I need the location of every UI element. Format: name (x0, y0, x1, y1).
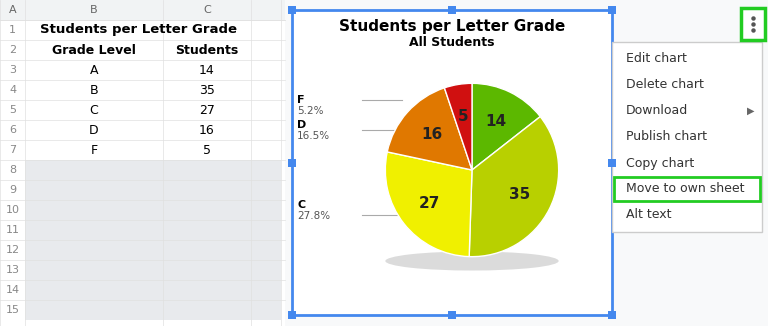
Text: 27: 27 (419, 196, 440, 211)
Text: 5: 5 (458, 110, 468, 125)
Bar (288, 158, 296, 167)
Text: Alt text: Alt text (626, 209, 671, 221)
Text: 5: 5 (9, 105, 16, 115)
Text: 2: 2 (9, 45, 16, 55)
Bar (608, 311, 616, 319)
Bar (614, 177, 760, 201)
Text: 4: 4 (9, 85, 16, 95)
Text: Students: Students (175, 43, 239, 56)
Text: 27.8%: 27.8% (297, 211, 330, 221)
Wedge shape (472, 83, 540, 170)
Text: 5.2%: 5.2% (297, 106, 323, 116)
Text: Students per Letter Grade: Students per Letter Grade (339, 19, 565, 34)
Text: F: F (297, 95, 304, 105)
Text: C: C (297, 200, 305, 210)
Text: 13: 13 (5, 265, 19, 275)
Text: 16.5%: 16.5% (297, 131, 330, 141)
Text: 14: 14 (5, 285, 19, 295)
Text: Download: Download (626, 105, 688, 117)
Text: Publish chart: Publish chart (626, 130, 707, 143)
Text: Students per Letter Grade: Students per Letter Grade (39, 23, 237, 37)
Bar (25, 200, 281, 220)
Text: Grade Level: Grade Level (52, 43, 136, 56)
Text: 27: 27 (199, 103, 215, 116)
Bar (25, 260, 281, 280)
Text: 10: 10 (5, 205, 19, 215)
Bar (25, 280, 281, 300)
Text: C: C (90, 103, 98, 116)
Text: All Students: All Students (409, 36, 495, 49)
Bar (25, 160, 281, 180)
Text: 8: 8 (9, 165, 16, 175)
Text: 16: 16 (422, 127, 442, 142)
Text: 7: 7 (9, 145, 16, 155)
Bar (0, 0, 285, 326)
Bar (448, 311, 456, 319)
Bar (25, 180, 281, 200)
Text: A: A (90, 64, 98, 77)
Text: 16: 16 (199, 124, 215, 137)
Text: 35: 35 (509, 187, 531, 202)
Text: 14: 14 (485, 114, 506, 129)
Bar (612, 42, 762, 232)
Text: 1: 1 (9, 25, 16, 35)
Text: Copy chart: Copy chart (626, 156, 694, 170)
Text: B: B (90, 83, 98, 96)
Bar (25, 220, 281, 240)
Bar (292, 10, 612, 315)
Text: C: C (203, 5, 211, 15)
Text: 9: 9 (9, 185, 16, 195)
Wedge shape (386, 152, 472, 257)
Text: 5: 5 (203, 143, 211, 156)
Text: Edit chart: Edit chart (626, 52, 687, 66)
Text: 35: 35 (199, 83, 215, 96)
Text: 6: 6 (9, 125, 16, 135)
Bar (25, 240, 281, 260)
Text: 11: 11 (5, 225, 19, 235)
Bar (608, 158, 616, 167)
Text: A: A (8, 5, 16, 15)
Bar (288, 311, 296, 319)
Text: D: D (297, 120, 306, 130)
Text: B: B (90, 5, 98, 15)
Text: 15: 15 (5, 305, 19, 315)
Text: Delete chart: Delete chart (626, 79, 704, 92)
Text: 3: 3 (9, 65, 16, 75)
Bar (608, 6, 616, 14)
Text: ▶: ▶ (746, 106, 754, 116)
Wedge shape (469, 117, 558, 257)
Text: D: D (89, 124, 99, 137)
Wedge shape (387, 88, 472, 170)
Bar (448, 6, 456, 14)
Ellipse shape (386, 251, 558, 271)
Bar (288, 6, 296, 14)
Text: F: F (91, 143, 98, 156)
Bar (0, 0, 285, 20)
Bar (25, 300, 281, 320)
Wedge shape (445, 83, 472, 170)
Bar (741, 8, 765, 40)
Text: 14: 14 (199, 64, 215, 77)
Text: Move to own sheet: Move to own sheet (626, 183, 744, 196)
Text: 12: 12 (5, 245, 19, 255)
